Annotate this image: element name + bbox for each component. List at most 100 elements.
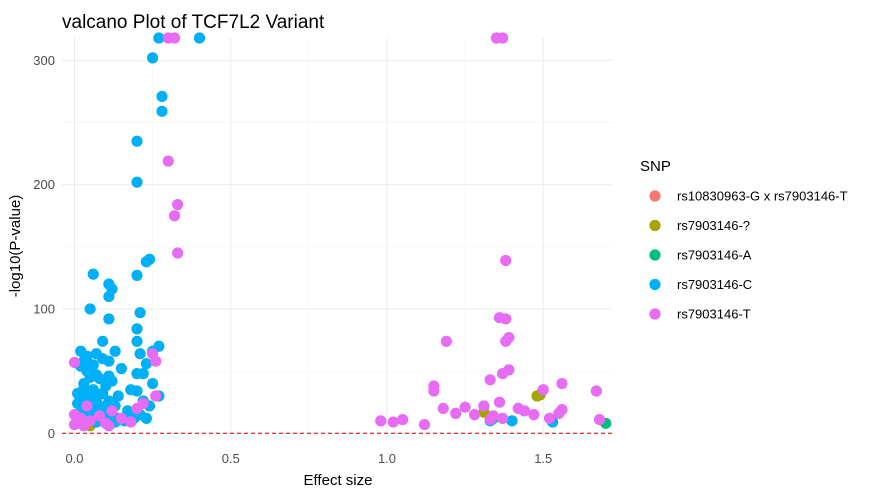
data-point xyxy=(131,323,143,335)
data-point xyxy=(147,377,159,390)
data-point xyxy=(500,313,512,325)
legend-swatch xyxy=(649,308,661,320)
data-point xyxy=(543,412,556,424)
series-rs7903146-t xyxy=(68,32,606,432)
legend-swatch xyxy=(649,190,661,202)
data-point xyxy=(484,374,496,386)
data-point xyxy=(109,345,121,357)
data-point xyxy=(537,384,549,396)
data-point xyxy=(134,348,146,360)
data-point xyxy=(153,32,165,44)
data-point xyxy=(103,355,115,367)
chart-title: valcano Plot of TCF7L2 Variant xyxy=(62,12,325,33)
data-point xyxy=(428,385,440,397)
x-axis-label: Effect size xyxy=(304,472,373,489)
data-point xyxy=(478,400,490,412)
legend-item: rs7903146-T xyxy=(649,307,751,322)
legend-label: rs7903146-? xyxy=(677,218,750,233)
data-point xyxy=(500,335,512,347)
data-point xyxy=(81,400,93,412)
y-tick-label: 200 xyxy=(33,177,55,192)
legend: SNP rs10830963-G x rs7903146-T rs7903146-… xyxy=(640,158,848,322)
y-axis-ticks: 0 100 200 300 xyxy=(33,53,55,441)
data-point xyxy=(131,269,143,282)
legend-label: rs7903146-A xyxy=(677,248,752,263)
data-point xyxy=(518,405,531,417)
data-point xyxy=(68,418,81,431)
series-rs7903146-c xyxy=(72,32,559,428)
x-tick-label: 0.0 xyxy=(65,451,83,466)
data-point xyxy=(493,396,506,408)
y-tick-label: 300 xyxy=(33,53,55,68)
data-point xyxy=(131,135,143,147)
data-point xyxy=(134,307,146,319)
data-point xyxy=(375,415,387,427)
data-point xyxy=(106,405,118,417)
plot-area xyxy=(62,32,612,437)
data-point xyxy=(122,405,134,417)
data-point xyxy=(193,32,206,44)
x-tick-label: 1.0 xyxy=(378,451,396,466)
data-point xyxy=(125,416,137,428)
data-point xyxy=(156,105,168,117)
legend-swatch xyxy=(649,249,661,261)
data-point xyxy=(593,413,606,426)
x-tick-label: 1.5 xyxy=(534,451,552,466)
data-point xyxy=(150,355,162,367)
data-point xyxy=(468,409,481,421)
data-point xyxy=(172,198,184,211)
legend-item: rs10830963-G x rs7903146-T xyxy=(649,189,848,204)
data-point xyxy=(112,390,124,402)
data-point xyxy=(87,268,99,280)
data-point xyxy=(78,420,90,432)
data-point xyxy=(162,155,174,167)
data-point xyxy=(497,368,509,380)
data-point xyxy=(137,397,149,410)
x-tick-label: 0.5 xyxy=(222,451,240,466)
legend-swatch xyxy=(649,278,661,291)
data-point xyxy=(131,335,143,347)
data-point xyxy=(115,412,127,424)
legend-item: rs7903146-C xyxy=(649,277,752,292)
data-point xyxy=(140,412,152,424)
data-point xyxy=(553,407,565,419)
legend-label: rs7903146-T xyxy=(677,307,751,322)
data-point xyxy=(140,256,152,268)
data-point xyxy=(484,413,496,426)
data-point xyxy=(103,420,115,432)
legend-title: SNP xyxy=(640,158,671,175)
legend-item: rs7903146-A xyxy=(649,248,752,263)
data-point xyxy=(437,402,449,415)
data-point xyxy=(168,210,181,222)
data-point xyxy=(397,413,409,426)
y-axis-label: -log10(P-value) xyxy=(7,195,24,298)
data-point xyxy=(84,303,96,315)
data-point xyxy=(506,415,518,427)
data-point xyxy=(450,407,462,419)
x-axis-ticks: 0.0 0.5 1.0 1.5 xyxy=(65,451,552,466)
data-point xyxy=(172,247,184,259)
data-point xyxy=(497,32,509,44)
data-point xyxy=(147,52,159,64)
data-point xyxy=(418,418,431,431)
data-point xyxy=(68,356,81,369)
data-point xyxy=(103,290,115,303)
data-point xyxy=(93,372,106,385)
legend-label: rs7903146-C xyxy=(677,277,752,292)
legend-item: rs7903146-? xyxy=(649,218,750,233)
data-point xyxy=(137,368,149,380)
data-point xyxy=(131,176,143,188)
data-point xyxy=(115,363,127,375)
data-points xyxy=(68,32,612,432)
data-point xyxy=(556,377,568,390)
data-point xyxy=(150,390,162,402)
data-point xyxy=(497,412,509,424)
data-point xyxy=(103,313,115,325)
data-point xyxy=(93,410,106,422)
y-tick-label: 100 xyxy=(33,301,55,316)
y-tick-label: 0 xyxy=(48,426,55,441)
data-point xyxy=(131,385,143,397)
data-point xyxy=(168,32,181,44)
data-point xyxy=(528,409,540,421)
